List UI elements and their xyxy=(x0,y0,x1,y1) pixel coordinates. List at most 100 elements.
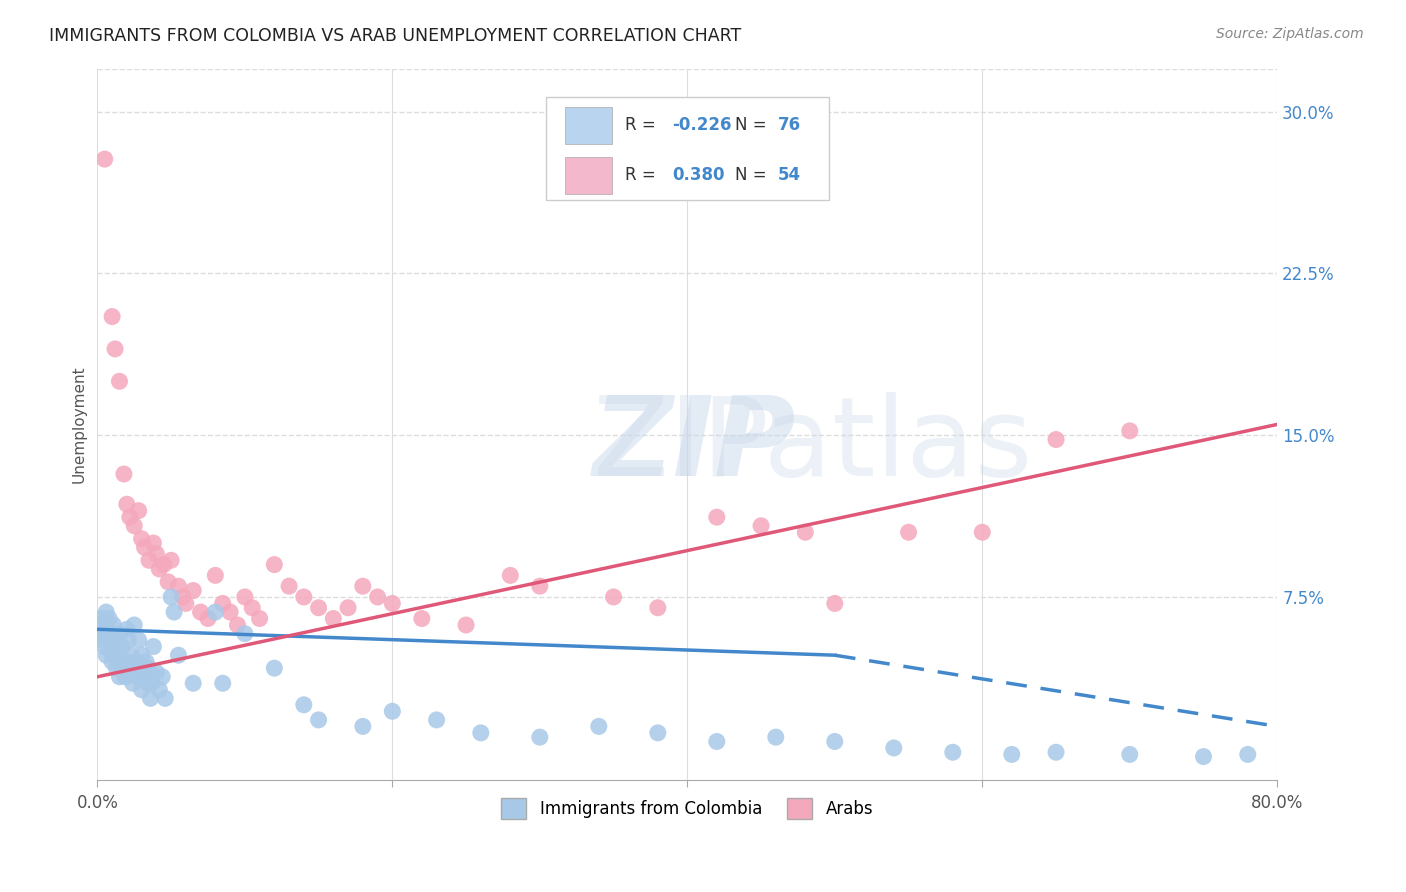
Text: R =: R = xyxy=(624,166,661,185)
Point xyxy=(160,590,183,604)
Point xyxy=(139,691,162,706)
Point xyxy=(181,583,204,598)
Point xyxy=(141,676,163,690)
Point xyxy=(352,579,374,593)
Point xyxy=(122,518,145,533)
Text: N =: N = xyxy=(734,166,772,185)
Point xyxy=(117,633,139,648)
Point xyxy=(128,504,150,518)
Point xyxy=(499,568,522,582)
Point xyxy=(98,611,121,625)
Point xyxy=(145,665,167,680)
Point xyxy=(233,626,256,640)
FancyBboxPatch shape xyxy=(546,97,830,200)
Point xyxy=(101,626,124,640)
Point xyxy=(1119,747,1142,762)
FancyBboxPatch shape xyxy=(565,107,612,144)
Point xyxy=(167,579,190,593)
Point xyxy=(150,670,173,684)
Point xyxy=(115,655,138,669)
Point xyxy=(89,618,111,632)
Point xyxy=(749,518,772,533)
Point xyxy=(90,626,112,640)
Point xyxy=(647,600,669,615)
Point xyxy=(426,713,449,727)
Point xyxy=(352,719,374,733)
Point xyxy=(172,590,194,604)
Point xyxy=(588,719,610,733)
Point xyxy=(93,152,115,166)
Point xyxy=(125,655,148,669)
Text: 54: 54 xyxy=(778,166,801,185)
Point xyxy=(108,626,131,640)
Point xyxy=(211,676,233,690)
Point xyxy=(167,648,190,663)
Point xyxy=(128,633,150,648)
Point xyxy=(1045,745,1067,759)
Point xyxy=(100,644,122,658)
Point xyxy=(197,611,219,625)
Point xyxy=(121,676,143,690)
Point xyxy=(108,374,131,388)
Point xyxy=(107,644,129,658)
Text: IMMIGRANTS FROM COLOMBIA VS ARAB UNEMPLOYMENT CORRELATION CHART: IMMIGRANTS FROM COLOMBIA VS ARAB UNEMPLO… xyxy=(49,27,741,45)
Y-axis label: Unemployment: Unemployment xyxy=(72,366,86,483)
Point xyxy=(765,730,787,744)
Point xyxy=(454,618,477,632)
Point xyxy=(190,605,212,619)
Point xyxy=(337,600,360,615)
Point xyxy=(115,497,138,511)
Point xyxy=(101,310,124,324)
Point xyxy=(103,618,125,632)
Point xyxy=(112,467,135,481)
Point xyxy=(104,648,127,663)
Point xyxy=(91,633,114,648)
FancyBboxPatch shape xyxy=(565,157,612,194)
Point xyxy=(97,623,120,637)
Point xyxy=(110,655,132,669)
Point xyxy=(118,661,141,675)
Point xyxy=(706,734,728,748)
Point xyxy=(233,590,256,604)
Point xyxy=(131,532,153,546)
Point xyxy=(1236,747,1258,762)
Point xyxy=(148,682,170,697)
Point xyxy=(129,661,152,675)
Text: ZIP: ZIP xyxy=(593,392,796,500)
Point xyxy=(263,661,285,675)
Point xyxy=(122,618,145,632)
Point xyxy=(219,605,242,619)
Point xyxy=(381,596,404,610)
Point xyxy=(972,525,994,540)
Point xyxy=(897,525,920,540)
Point xyxy=(211,596,233,610)
Point xyxy=(142,640,165,654)
Point xyxy=(104,342,127,356)
Point xyxy=(135,655,157,669)
Point xyxy=(824,734,846,748)
Point xyxy=(292,590,315,604)
Point xyxy=(1001,747,1024,762)
Point xyxy=(1119,424,1142,438)
Point xyxy=(794,525,817,540)
Point xyxy=(112,665,135,680)
Point xyxy=(1045,433,1067,447)
Point xyxy=(367,590,389,604)
Point xyxy=(96,648,118,663)
Point xyxy=(824,596,846,610)
Text: -0.226: -0.226 xyxy=(672,117,731,135)
Point xyxy=(131,682,153,697)
Point xyxy=(529,579,551,593)
Text: N =: N = xyxy=(734,117,772,135)
Point xyxy=(1192,749,1215,764)
Text: 0.380: 0.380 xyxy=(672,166,724,185)
Point xyxy=(249,611,271,625)
Point xyxy=(308,713,330,727)
Point xyxy=(90,611,112,625)
Point xyxy=(647,726,669,740)
Text: 76: 76 xyxy=(778,117,801,135)
Point xyxy=(120,648,142,663)
Point xyxy=(292,698,315,712)
Point xyxy=(108,670,131,684)
Text: ZIPatlas: ZIPatlas xyxy=(593,392,1032,500)
